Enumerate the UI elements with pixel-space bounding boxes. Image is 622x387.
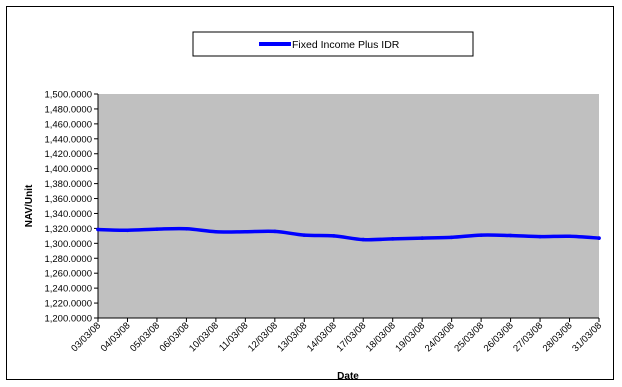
y-tick-label: 1,480.0000 [44,104,92,115]
x-axis: 03/03/0804/03/0805/03/0806/03/0810/03/08… [69,317,604,354]
data-point [302,233,307,237]
x-tick-label: 24/03/08 [423,320,457,354]
legend-box [192,31,474,57]
x-tick-label: 14/03/08 [305,320,339,354]
x-tick-label: 19/03/08 [393,320,427,354]
data-point [479,233,483,237]
x-tick-label: 26/03/08 [482,320,516,354]
data-point [449,235,454,240]
y-axis: 1,200.0000 1,220.0000 1,240.0000 1,260.0000… [44,90,99,325]
x-tick-label: 10/03/08 [187,320,221,354]
data-point [567,234,572,239]
y-tick-label: 1,320.0000 [44,224,92,235]
data-point [96,227,100,232]
x-tick-label: 11/03/08 [217,320,250,353]
y-tick-label: 1,440.0000 [44,134,92,145]
x-tick-label: 17/03/08 [334,320,368,354]
y-tick-label: 1,460.0000 [44,119,92,130]
series-points [96,226,601,242]
y-tick-label: 1,200.0000 [44,314,92,325]
y-axis-label: NAV/Unit [24,184,35,227]
data-point [508,233,513,238]
x-tick-label: 25/03/08 [452,320,486,354]
data-point [538,234,542,239]
plot-area [98,94,599,318]
y-tick-label: 1,380.0000 [44,179,92,190]
data-point [155,227,159,231]
y-tick-label: 1,400.0000 [44,164,92,175]
data-point [390,237,395,241]
x-tick-label: 31/03/08 [570,320,604,354]
x-tick-label: 28/03/08 [541,320,575,354]
series-line-fixed-income-plus-idr [96,226,601,242]
x-tick-label: 05/03/08 [128,320,162,354]
data-point [125,228,130,233]
x-tick-label: 06/03/08 [158,320,192,354]
x-tick-label: 13/03/08 [275,320,309,354]
y-tick-label: 1,220.0000 [44,299,92,310]
x-tick-label: 03/03/08 [69,320,103,354]
data-point [420,236,424,240]
data-point [184,226,189,231]
data-point [361,237,366,242]
data-point [597,236,601,240]
line-chart: Fixed Income Plus IDR 1,200.0000 1,220.00… [24,31,604,381]
data-point [331,234,336,238]
data-point [273,229,277,234]
y-tick-label: 1,240.0000 [44,284,92,295]
y-tick-label: 1,420.0000 [44,149,92,160]
x-tick-label: 27/03/08 [511,320,545,354]
chart-frame: Fixed Income Plus IDR 1,200.0000 1,220.00… [6,6,614,381]
x-axis-label: Date [337,371,359,381]
x-tick-label: 18/03/08 [364,320,398,354]
y-tick-label: 1,360.0000 [44,194,92,205]
y-tick-label: 1,300.0000 [44,239,92,250]
legend: Fixed Income Plus IDR [192,31,474,57]
x-tick-label: 04/03/08 [99,320,133,354]
y-tick-label: 1,280.0000 [44,254,92,265]
y-tick-label: 1,500.0000 [44,90,92,101]
legend-label: Fixed Income Plus IDR [292,39,400,51]
x-tick-label: 12/03/08 [246,320,280,354]
y-tick-label: 1,340.0000 [44,209,92,220]
y-tick-label: 1,260.0000 [44,269,92,280]
data-point [214,229,218,234]
data-point [243,229,248,234]
